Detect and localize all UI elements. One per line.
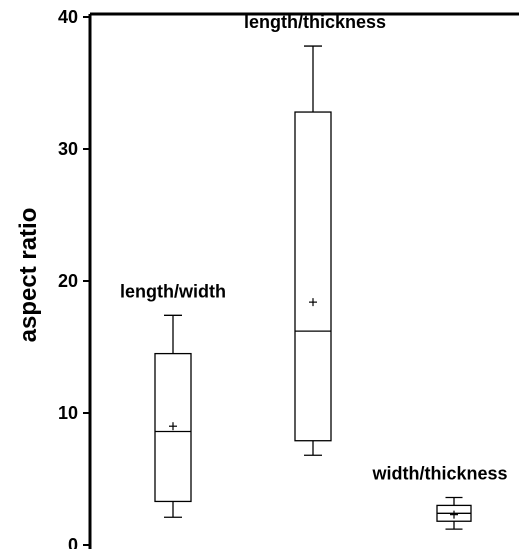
y-tick-label-40: 40 xyxy=(58,7,78,27)
box-group-width-thickness: width/thickness xyxy=(371,463,508,530)
box-label-length-thickness: length/thickness xyxy=(244,12,386,32)
iqr-box-length-width xyxy=(154,352,192,503)
box-label-width-thickness: width/thickness xyxy=(371,463,507,483)
y-tick-label-0: 0 xyxy=(68,535,78,549)
y-tick-layer: 0 10 20 30 40 xyxy=(58,7,90,549)
box-layer: length/width length/thickness width/thickn… xyxy=(120,12,508,530)
box-label-length-width: length/width xyxy=(120,281,226,301)
y-tick-label-20: 20 xyxy=(58,271,78,291)
iqr-box-length-thickness xyxy=(294,111,332,442)
box-group-length-thickness: length/thickness xyxy=(244,12,386,456)
box-group-length-width: length/width xyxy=(120,281,226,518)
y-tick-label-10: 10 xyxy=(58,403,78,423)
y-tick-label-30: 30 xyxy=(58,139,78,159)
y-axis-title: aspect ratio xyxy=(15,208,42,343)
